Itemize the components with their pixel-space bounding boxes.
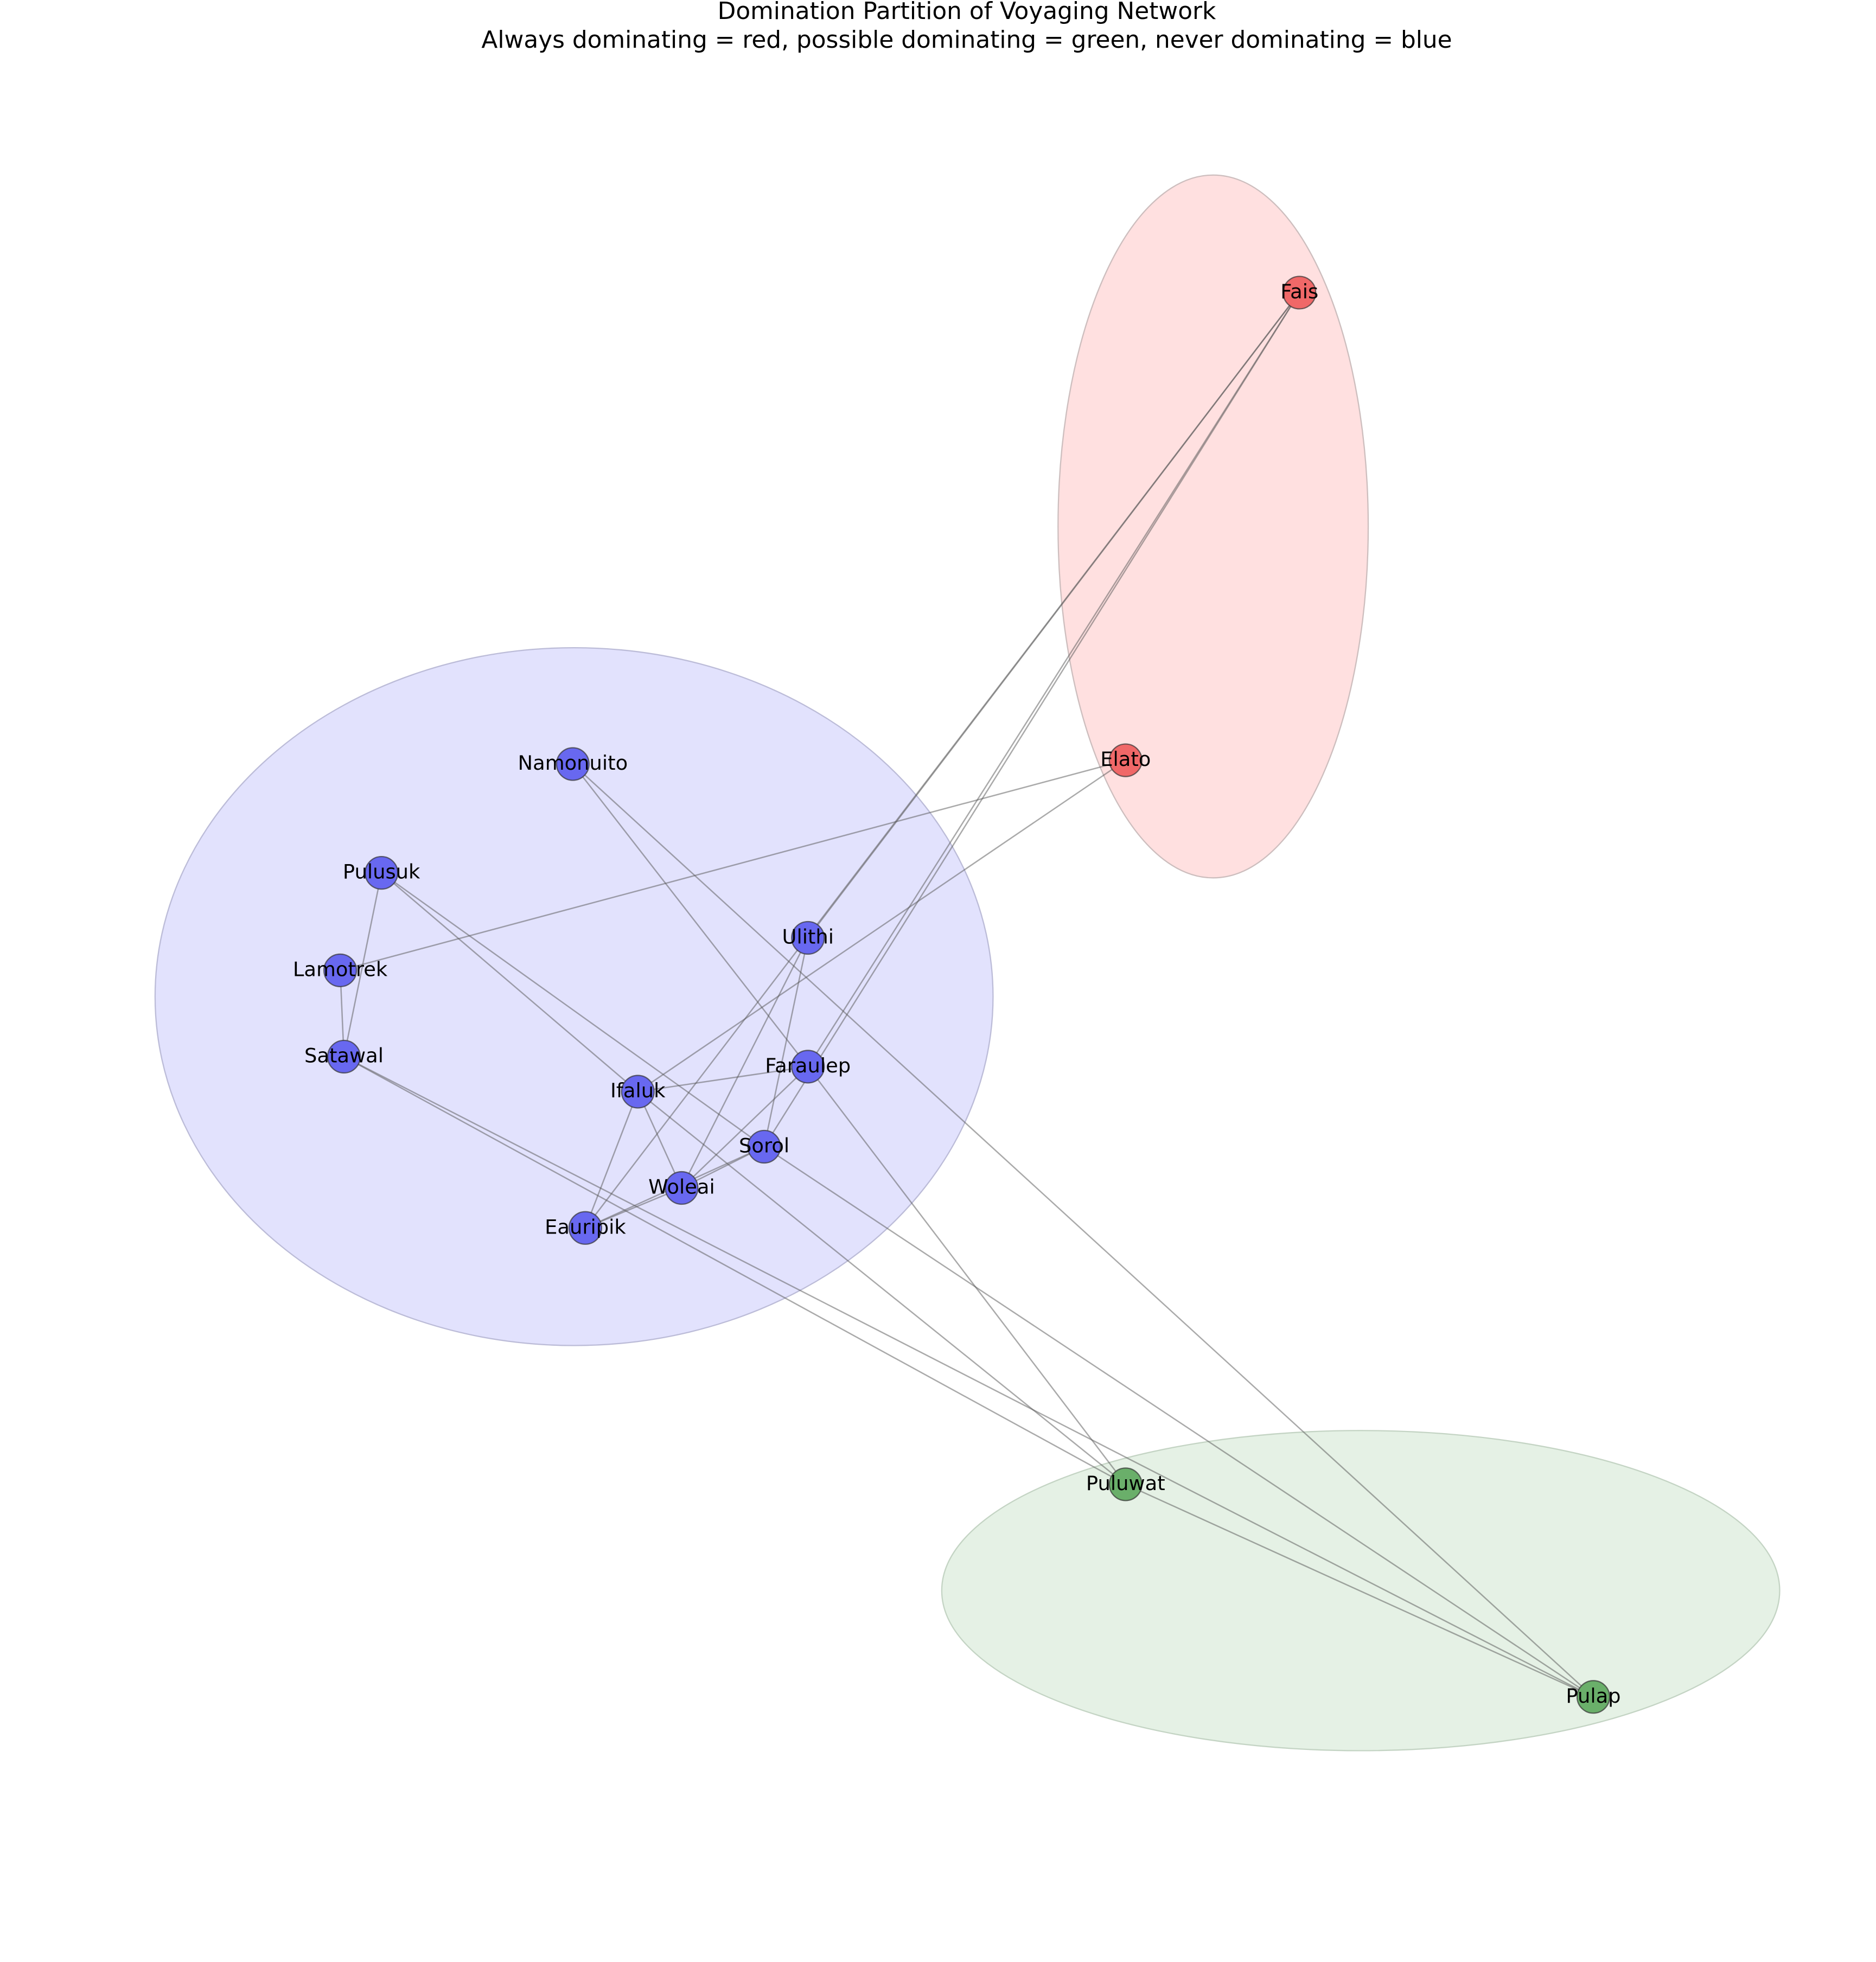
subtitle: Always dominating = red, possible domina…: [481, 26, 1452, 54]
edge: [343, 1056, 1126, 1485]
edge: [381, 872, 639, 1092]
edge: [763, 292, 1300, 1147]
edge: [585, 1187, 682, 1229]
node-label: Lamotrek: [293, 957, 388, 981]
group-blue: [154, 647, 994, 1346]
node: [327, 1039, 361, 1074]
nodes: Fais Elato Namonuito Pulusuk Lamotrek Ulithi S…: [293, 276, 1621, 1714]
edge: [637, 1066, 808, 1092]
node: [1108, 743, 1143, 777]
group-red: [1057, 174, 1369, 879]
node-label: Ifaluk: [610, 1079, 666, 1102]
edge: [763, 1146, 1594, 1698]
node: [747, 1129, 781, 1164]
node-label: Pulusuk: [343, 860, 420, 884]
title: Domination Partition of Voyaging Network: [718, 0, 1216, 25]
edge: [343, 1056, 1594, 1698]
node-label: Namonuito: [518, 751, 628, 775]
node: [1282, 276, 1317, 310]
node: [1108, 1467, 1143, 1501]
node: [621, 1075, 655, 1109]
node: [791, 1050, 825, 1084]
edge: [681, 1066, 809, 1188]
node: [791, 921, 825, 955]
edge: [343, 872, 382, 1057]
edge: [763, 937, 809, 1147]
node: [365, 855, 399, 890]
edge: [340, 759, 1126, 972]
edge: [637, 1091, 682, 1188]
node-label: Elato: [1100, 747, 1151, 771]
node-label: Faraulep: [765, 1054, 851, 1077]
node-label: Woleai: [648, 1175, 715, 1199]
edge: [381, 872, 765, 1147]
node-label: Puluwat: [1086, 1472, 1165, 1495]
edge: [637, 759, 1126, 1092]
node-label: Fais: [1280, 280, 1318, 303]
edge: [807, 292, 1300, 1068]
edge: [681, 937, 809, 1188]
node: [665, 1171, 699, 1205]
edge: [1125, 1484, 1594, 1698]
node-label: Sorol: [739, 1134, 789, 1157]
edges: [339, 292, 1594, 1698]
edge: [572, 763, 1594, 1698]
edge: [637, 1091, 1126, 1485]
edge: [584, 292, 1300, 1229]
node-label: Eauripik: [545, 1215, 626, 1238]
node: [323, 953, 358, 988]
node-label: Pulap: [1566, 1684, 1620, 1708]
node: [1576, 1680, 1611, 1714]
node: [556, 747, 590, 781]
edge: [807, 1066, 1126, 1485]
node-label: Ulithi: [782, 925, 834, 948]
node-label: Satawal: [304, 1044, 384, 1067]
edge: [584, 1091, 639, 1229]
node: [568, 1211, 603, 1245]
